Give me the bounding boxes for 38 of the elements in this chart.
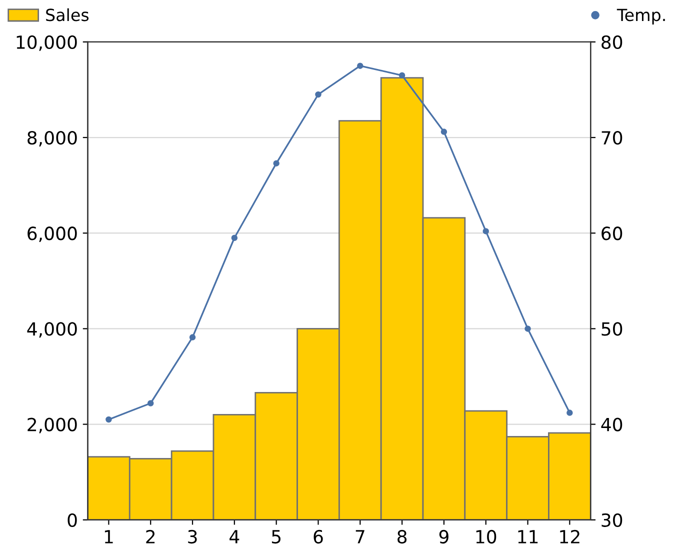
x-tick-label: 3 bbox=[188, 530, 197, 544]
x-tick-label: 4 bbox=[230, 530, 240, 544]
legend-label: Sales bbox=[46, 8, 89, 22]
y-tick-label: 4,000 bbox=[27, 322, 77, 338]
x-tick-label: 2 bbox=[146, 530, 155, 544]
y-tick-label: 2,000 bbox=[28, 418, 77, 434]
x-tick-label: 10 bbox=[476, 530, 496, 544]
point bbox=[315, 91, 322, 98]
point bbox=[231, 234, 238, 242]
y2-tick-label: 50 bbox=[602, 322, 622, 336]
x-tick-label: 1 bbox=[104, 530, 113, 544]
x-tick-label: 12 bbox=[560, 530, 580, 544]
x-tick-label: 5 bbox=[272, 530, 280, 544]
point bbox=[357, 62, 364, 69]
x-tick-label: 6 bbox=[314, 530, 323, 544]
point bbox=[482, 228, 489, 234]
y2-tick-label: 30 bbox=[602, 513, 622, 527]
legend-label: Temp. bbox=[616, 8, 665, 24]
x-tick-label: 11 bbox=[518, 530, 538, 544]
point bbox=[524, 326, 531, 332]
y2-tick-label: 80 bbox=[602, 35, 622, 50]
y2-tick-label: 70 bbox=[602, 130, 622, 145]
x-tick-label: 7 bbox=[356, 530, 364, 544]
point bbox=[147, 400, 154, 406]
y-tick-label: 6,000 bbox=[28, 226, 77, 242]
point bbox=[189, 334, 196, 340]
y2-tick-label: 60 bbox=[602, 226, 622, 240]
point bbox=[566, 410, 573, 416]
y-tick-label: 8,000 bbox=[28, 130, 77, 146]
point bbox=[106, 416, 112, 423]
x-tick-label: 9 bbox=[439, 530, 448, 544]
point bbox=[440, 128, 448, 135]
y-tick-label: 0 bbox=[68, 513, 77, 527]
x-tick-label: 8 bbox=[398, 530, 407, 544]
y2-tick-label: 40 bbox=[601, 418, 622, 432]
point bbox=[273, 160, 280, 166]
point bbox=[398, 72, 406, 79]
y-tick-label: 10,000 bbox=[16, 35, 77, 51]
